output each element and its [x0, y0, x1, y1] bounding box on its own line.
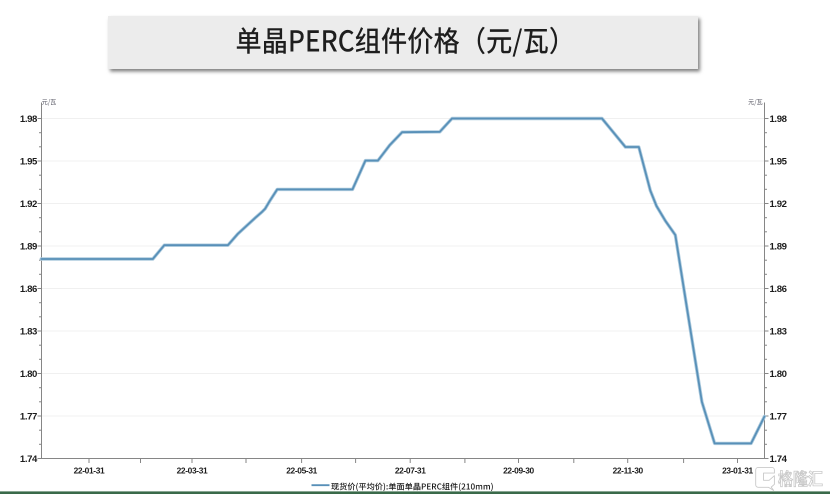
svg-text:1.98: 1.98	[770, 114, 788, 125]
svg-text:22-01-31: 22-01-31	[74, 466, 105, 476]
svg-text:1.92: 1.92	[770, 199, 787, 210]
svg-text:1.77: 1.77	[20, 411, 37, 422]
svg-text:1.74: 1.74	[20, 454, 38, 465]
svg-text:22-03-31: 22-03-31	[177, 466, 208, 476]
svg-text:22-11-30: 22-11-30	[613, 466, 644, 476]
svg-text:1.95: 1.95	[20, 156, 38, 167]
svg-text:1.83: 1.83	[770, 326, 787, 337]
svg-text:1.86: 1.86	[770, 284, 787, 295]
svg-text:1.74: 1.74	[770, 454, 788, 465]
svg-text:1.77: 1.77	[770, 411, 787, 422]
svg-text:23-01-31: 23-01-31	[722, 466, 753, 476]
svg-text:1.89: 1.89	[770, 241, 787, 252]
svg-text:1.89: 1.89	[20, 241, 37, 252]
svg-text:1.80: 1.80	[20, 369, 37, 380]
svg-text:22-09-30: 22-09-30	[503, 466, 534, 476]
svg-text:1.80: 1.80	[770, 369, 787, 380]
svg-text:1.95: 1.95	[770, 156, 788, 167]
svg-text:1.83: 1.83	[20, 326, 37, 337]
svg-text:1.98: 1.98	[20, 114, 38, 125]
svg-text:1.92: 1.92	[20, 199, 37, 210]
svg-text:22-07-31: 22-07-31	[395, 466, 426, 476]
svg-text:22-05-31: 22-05-31	[286, 466, 317, 476]
svg-text:1.86: 1.86	[20, 284, 37, 295]
